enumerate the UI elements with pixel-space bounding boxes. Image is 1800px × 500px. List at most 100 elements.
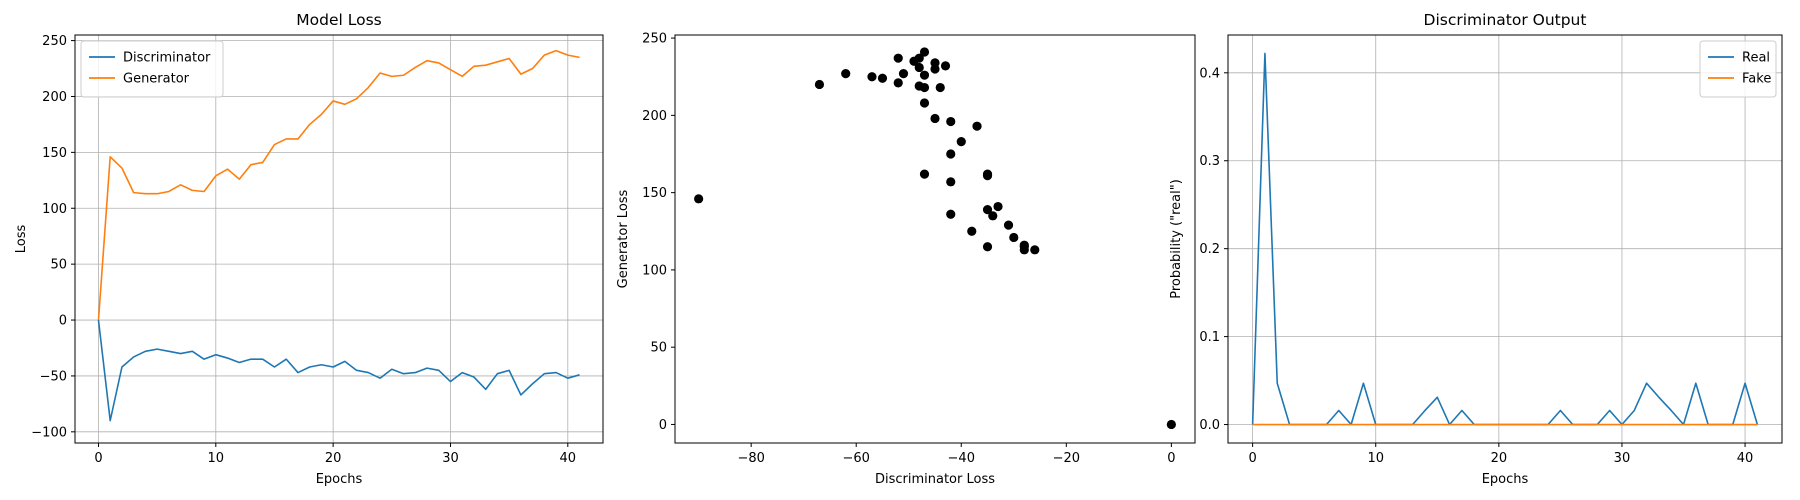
x-axis-label: Discriminator Loss [875,472,995,487]
scatter-point [914,62,924,73]
y-tick-label: 0 [659,418,667,433]
series-line-generator [97,49,580,321]
x-tick-label: 20 [1491,451,1508,466]
scatter-point [930,113,940,124]
y-tick-label: 0.2 [1199,242,1220,257]
legend-label-real: Real [1742,51,1770,66]
scatter-point [988,211,998,221]
axes-frame [1227,34,1783,444]
y-tick-label: 150 [642,186,667,201]
scatter-point [946,177,956,187]
scatter-point [919,169,930,179]
scatter-point [841,69,851,79]
scatter-point [867,72,877,82]
axis-ticks [671,37,1172,447]
scatter-point [877,73,888,83]
scatter-point [919,98,930,108]
scatter-point [930,58,940,68]
gridlines [1228,35,1782,443]
y-tick-label: −50 [40,369,67,384]
scatter-point [1019,240,1029,250]
y-tick-label: 200 [642,109,667,124]
scatter-point [967,226,977,236]
discriminator-output-chart: 0 10 20 30 40 0.0 0.1 0.2 0.3 0.4 Discriminator Ou… [1169,11,1783,487]
scatter-point [935,82,945,93]
y-axis-label: Loss [14,225,29,254]
x-tick-label: 40 [1737,451,1754,466]
legend-box [1699,40,1777,98]
x-tick-label: 30 [1614,451,1631,466]
scatter-point [956,137,966,147]
x-axis-label: Epochs [316,472,363,487]
model-loss-chart: 0 10 20 30 40 −100 −50 0 50 100 150 200 250 Model Los… [14,11,604,487]
series-line-discriminator [97,319,580,422]
chart-title: Model Loss [296,11,381,29]
y-axis-label: Probability ("real") [1169,179,1184,299]
scatter-point [814,79,825,90]
scatter-point [993,201,1003,212]
y-tick-label: 0.4 [1199,66,1220,81]
legend-box [80,40,224,98]
y-tick-label: 100 [42,202,67,217]
scatter-point [982,169,993,179]
x-tick-label: −60 [842,451,869,466]
x-tick-label: 20 [325,451,342,466]
scatter-point [946,209,956,219]
scatter-point [919,70,930,80]
axis-ticks [71,40,569,447]
x-tick-label: 10 [1367,451,1384,466]
y-tick-label: 0.1 [1199,330,1220,345]
axes-frame [74,34,604,444]
axis-ticks [1224,72,1746,447]
scatter-point [946,116,956,127]
y-tick-label: 50 [650,341,667,356]
scatter-point [1003,220,1014,230]
scatter-point [1166,419,1176,430]
scatter-point [919,47,930,57]
scatter-point [1009,232,1019,243]
scatter-point [893,78,903,88]
y-tick-label: 250 [642,32,667,47]
scatter-point [940,61,951,71]
y-tick-label: 200 [42,90,67,105]
y-tick-label: 50 [50,258,67,273]
y-tick-label: 100 [642,263,667,278]
scatter-point [946,149,956,159]
y-tick-label: 150 [42,146,67,161]
legend-label-generator: Generator [123,72,190,87]
y-axis-label: Generator Loss [616,189,631,288]
scatter-point [694,194,704,204]
x-tick-label: 0 [94,451,102,466]
y-tick-label: 0.0 [1199,418,1220,433]
y-tick-label: −100 [31,425,67,440]
scatter-point [972,121,982,131]
y-tick-label: 0 [59,314,67,329]
x-tick-label: 30 [442,451,459,466]
y-tick-label: 250 [42,34,67,49]
scatter-point [893,53,903,63]
loss-scatter-chart: −80 −60 −40 −20 0 0 50 100 150 200 250 Discriminato… [616,32,1196,487]
series-line-real [1251,52,1759,426]
x-tick-label: −80 [737,451,764,466]
x-tick-label: −20 [1053,451,1080,466]
scatter-point [982,242,993,252]
legend: Discriminator Generator [80,40,224,98]
x-tick-label: 0 [1167,451,1175,466]
x-tick-label: 0 [1248,451,1256,466]
scatter-point [919,82,930,93]
x-tick-label: 10 [208,451,225,466]
scatter-point [1030,245,1040,255]
legend-label-fake: Fake [1742,72,1771,87]
y-tick-label: 0.3 [1199,154,1220,169]
legend-label-discriminator: Discriminator [123,51,211,66]
legend: Real Fake [1699,40,1777,98]
x-axis-label: Epochs [1482,472,1529,487]
scatter-point [982,205,993,215]
chart-title: Discriminator Output [1424,11,1587,29]
x-tick-label: −40 [948,451,975,466]
x-tick-label: 40 [560,451,577,466]
scatter-point [898,69,909,79]
axes-frame [674,34,1196,444]
scatter-point [909,56,919,66]
